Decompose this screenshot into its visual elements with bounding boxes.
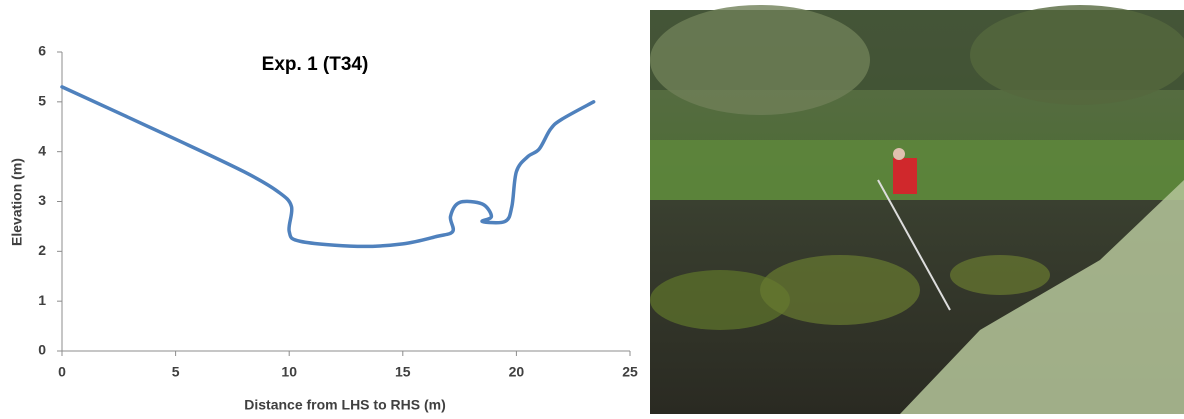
x-tick-label: 10 [281,364,297,380]
x-tick-label: 20 [509,364,525,380]
x-axis-label: Distance from LHS to RHS (m) [244,397,445,413]
y-tick-label: 4 [38,142,46,158]
y-tick-label: 6 [38,43,46,59]
x-tick-label: 0 [58,364,66,380]
y-tick-label: 3 [38,192,46,208]
y-tick-label: 2 [38,242,46,258]
chart-title: Exp. 1 (T34) [262,54,369,75]
y-axis-label: Elevation (m) [9,158,25,246]
x-tick-label: 5 [172,364,180,380]
line [60,85,596,249]
x-tick-label: 25 [622,364,638,380]
y-tick-label: 0 [38,342,46,358]
photo [650,5,1184,414]
y-tick-label: 5 [38,93,46,109]
x-tick-label: 15 [395,364,411,380]
y-tick-label: 1 [38,292,46,308]
